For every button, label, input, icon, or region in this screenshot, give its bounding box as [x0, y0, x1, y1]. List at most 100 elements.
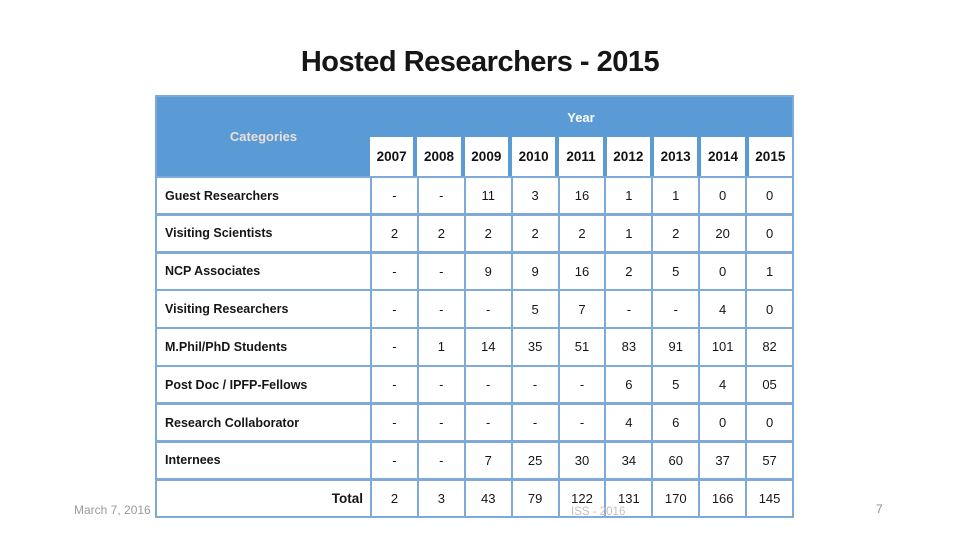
- value-cell: 4: [700, 367, 746, 403]
- value-cell: 11: [465, 178, 511, 214]
- value-cell: 2: [465, 215, 511, 252]
- value-cell: -: [559, 404, 605, 441]
- value-cell: -: [418, 291, 464, 327]
- value-cell: 2: [418, 215, 464, 252]
- value-cell: 91: [653, 329, 699, 365]
- value-cell: 16: [559, 253, 605, 289]
- value-cell: 101: [700, 329, 746, 365]
- value-cell: -: [465, 367, 511, 403]
- value-cell: 20: [700, 215, 746, 252]
- value-cell: -: [465, 404, 511, 441]
- category-cell: NCP Associates: [157, 253, 370, 289]
- categories-header-cell: Categories: [229, 129, 298, 144]
- value-cell: 35: [512, 329, 558, 365]
- value-cell: -: [372, 367, 417, 403]
- value-cell: 4: [606, 404, 652, 441]
- value-cell: 0: [747, 291, 792, 327]
- year-header-cell: 2012: [606, 137, 650, 176]
- value-cell: 7: [559, 291, 605, 327]
- value-cell: 25: [512, 442, 558, 479]
- total-value-cell: 2: [372, 480, 417, 516]
- value-cell: 0: [700, 404, 746, 441]
- hosted-researchers-table: Categories Year 2007 2008 2009 2010 2011 2012…: [155, 95, 794, 518]
- year-header-group: Year 2007 2008 2009 2010 2011 2012 2013 2014 201…: [370, 97, 792, 176]
- total-value-cell: 131: [606, 480, 652, 516]
- value-cell: 1: [653, 178, 699, 214]
- value-cell: 5: [653, 367, 699, 403]
- value-cell: -: [372, 178, 417, 214]
- value-cell: -: [653, 291, 699, 327]
- category-cell: Research Collaborator: [157, 404, 370, 441]
- value-cell: 16: [559, 178, 605, 214]
- value-cell: 2: [559, 215, 605, 252]
- table-body: Guest Researchers - -11 3 16 1 1 0 0 Visiting Sci…: [157, 178, 792, 516]
- value-cell: 7: [465, 442, 511, 479]
- year-group-label: Year: [567, 109, 595, 125]
- value-cell: 1: [606, 215, 652, 252]
- value-cell: 2: [372, 215, 417, 252]
- value-cell: 0: [747, 404, 792, 441]
- total-value-cell: 3: [418, 480, 464, 516]
- total-value-cell: 170: [653, 480, 699, 516]
- value-cell: 2: [653, 215, 699, 252]
- value-cell: 9: [465, 253, 511, 289]
- value-cell: 0: [700, 178, 746, 214]
- year-header-cell: 2014: [701, 137, 745, 176]
- slide-title: Hosted Researchers - 2015: [300, 46, 660, 78]
- value-cell: 9: [512, 253, 558, 289]
- total-value-cell: 79: [512, 480, 558, 516]
- total-value-cell: 122: [559, 480, 605, 516]
- value-cell: -: [372, 329, 417, 365]
- value-cell: -: [418, 404, 464, 441]
- value-cell: -: [418, 178, 464, 214]
- value-cell: 3: [512, 178, 558, 214]
- value-cell: 57: [747, 442, 792, 479]
- category-cell: M.Phil/PhD Students: [157, 329, 370, 365]
- value-cell: 0: [747, 178, 792, 214]
- year-header-cell: 2010: [511, 137, 556, 176]
- value-cell: -: [418, 442, 464, 479]
- value-cell: -: [559, 367, 605, 403]
- value-cell: -: [418, 367, 464, 403]
- category-cell: Guest Researchers: [157, 178, 370, 214]
- page-number: 7: [876, 502, 883, 516]
- year-header-cell: 2008: [417, 137, 461, 176]
- value-cell: -: [372, 291, 417, 327]
- category-cell: Visiting Scientists: [157, 215, 370, 252]
- value-cell: -: [465, 291, 511, 327]
- total-value-cell: 43: [465, 480, 511, 516]
- category-cell: Visiting Researchers: [157, 291, 370, 327]
- year-header-cell: 2007: [370, 137, 414, 176]
- category-cell: Internees: [157, 442, 370, 479]
- value-cell: 51: [559, 329, 605, 365]
- value-cell: -: [606, 291, 652, 327]
- watermark-text: ISS - 2016: [571, 506, 626, 518]
- value-cell: -: [512, 404, 558, 441]
- value-cell: 34: [606, 442, 652, 479]
- value-cell: 6: [653, 404, 699, 441]
- value-cell: 83: [606, 329, 652, 365]
- total-value-cell: 145: [747, 480, 792, 516]
- value-cell: 05: [747, 367, 792, 403]
- category-cell: Post Doc / IPFP-Fellows: [157, 367, 370, 403]
- year-header-cell: 2009: [464, 137, 508, 176]
- value-cell: -: [372, 253, 417, 289]
- value-cell: 5: [512, 291, 558, 327]
- value-cell: 37: [700, 442, 746, 479]
- footer-date: March 7, 2016: [74, 503, 151, 517]
- value-cell: -: [372, 404, 417, 441]
- value-cell: 82: [747, 329, 792, 365]
- value-cell: -: [418, 253, 464, 289]
- value-cell: 5: [653, 253, 699, 289]
- value-cell: 14: [465, 329, 511, 365]
- value-cell: 2: [512, 215, 558, 252]
- value-cell: 4: [700, 291, 746, 327]
- year-header-cell: 2011: [559, 137, 603, 176]
- year-header-row: 2007 2008 2009 2010 2011 2012 2013 2014 2015: [370, 137, 792, 176]
- value-cell: 0: [747, 215, 792, 252]
- value-cell: -: [512, 367, 558, 403]
- value-cell: 30: [559, 442, 605, 479]
- year-header-cell: 2015: [748, 137, 792, 176]
- total-label-cell: Total: [157, 480, 370, 516]
